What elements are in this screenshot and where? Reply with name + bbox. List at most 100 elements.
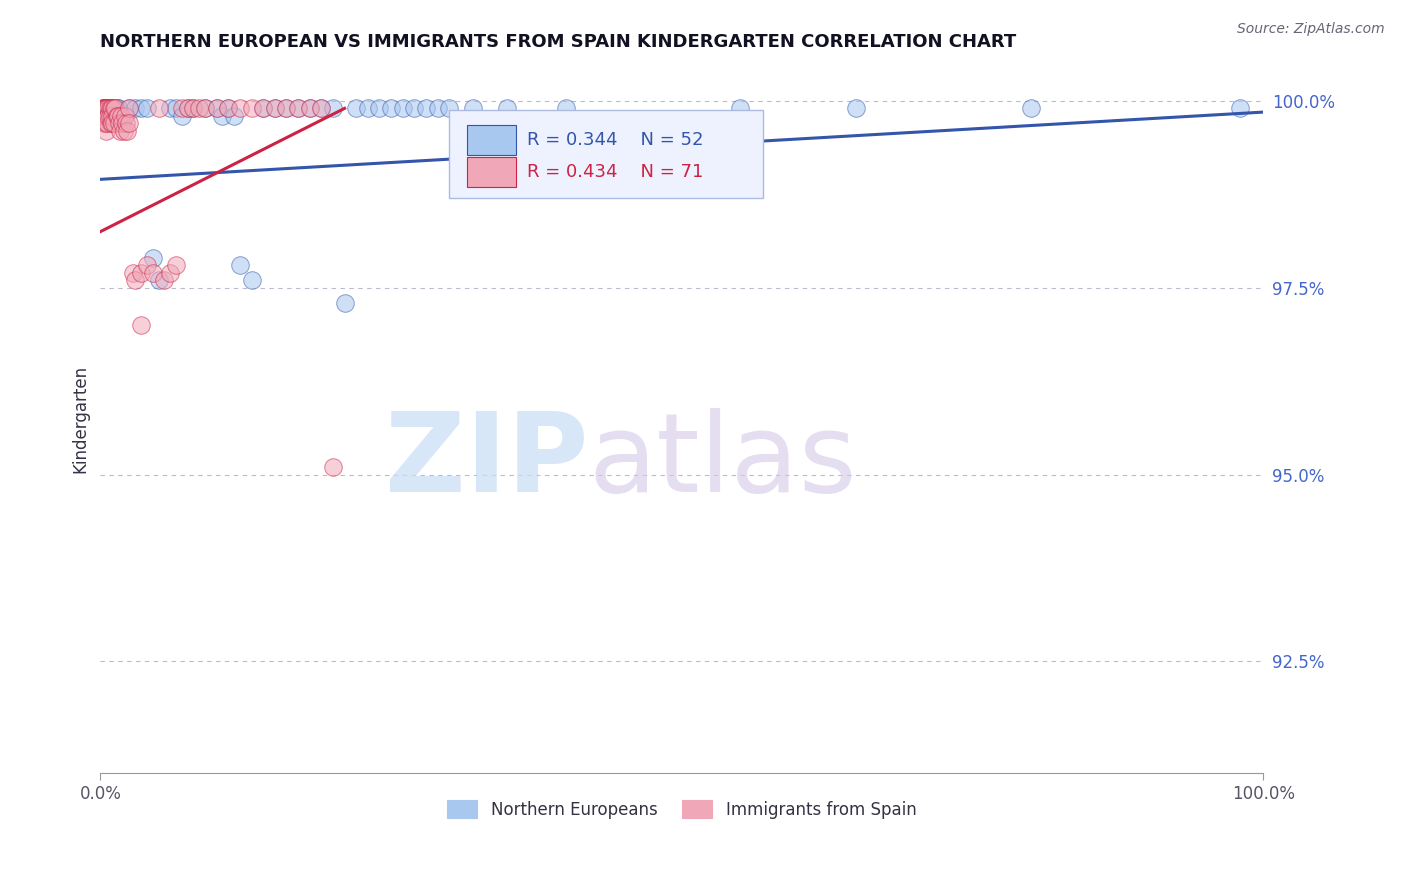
Point xyxy=(276,101,298,115)
Point xyxy=(101,101,124,115)
Point xyxy=(96,101,118,115)
Point xyxy=(118,116,141,130)
Point xyxy=(176,101,198,115)
Text: ZIP: ZIP xyxy=(385,408,589,515)
Point xyxy=(104,101,127,115)
Point xyxy=(322,460,344,475)
Point xyxy=(98,109,121,123)
Point xyxy=(96,101,118,115)
Text: R = 0.344    N = 52: R = 0.344 N = 52 xyxy=(527,131,703,149)
Point xyxy=(105,109,128,123)
Point xyxy=(111,116,134,130)
Point xyxy=(94,101,117,115)
Point xyxy=(96,116,118,130)
Point xyxy=(287,101,309,115)
Point xyxy=(170,109,193,123)
Point xyxy=(103,101,125,115)
Point xyxy=(94,109,117,123)
Point xyxy=(404,101,426,115)
Point xyxy=(115,124,138,138)
Point xyxy=(94,101,117,115)
Point xyxy=(728,101,751,115)
Point xyxy=(439,101,461,115)
Point xyxy=(93,116,115,130)
Point xyxy=(188,101,211,115)
Point xyxy=(263,101,285,115)
Point xyxy=(194,101,217,115)
Point xyxy=(96,109,118,123)
Point xyxy=(415,101,437,115)
Point xyxy=(93,101,115,115)
Point xyxy=(217,101,239,115)
Point xyxy=(240,273,263,287)
Point xyxy=(183,101,205,115)
Point xyxy=(368,101,391,115)
Point xyxy=(240,101,263,115)
Point xyxy=(101,116,124,130)
Point xyxy=(142,266,165,280)
Point xyxy=(176,101,198,115)
Point xyxy=(96,124,118,138)
Point xyxy=(311,101,333,115)
Point xyxy=(107,101,129,115)
Point xyxy=(170,101,193,115)
Point xyxy=(845,101,868,115)
Point xyxy=(122,266,145,280)
Point xyxy=(554,101,576,115)
Point xyxy=(93,101,115,115)
Point xyxy=(112,124,135,138)
Point xyxy=(344,101,367,115)
Point xyxy=(101,109,124,123)
Point xyxy=(107,109,129,123)
Point xyxy=(93,109,115,123)
Point xyxy=(252,101,274,115)
Point xyxy=(129,318,152,332)
Point xyxy=(91,101,114,115)
Point xyxy=(148,101,170,115)
Point xyxy=(96,101,118,115)
Point xyxy=(165,258,187,272)
Point xyxy=(333,295,356,310)
Point xyxy=(101,109,124,123)
Point xyxy=(426,101,449,115)
Point xyxy=(159,266,181,280)
Point xyxy=(129,266,152,280)
Point xyxy=(100,101,122,115)
Point xyxy=(211,109,233,123)
Point xyxy=(97,101,120,115)
Point xyxy=(205,101,228,115)
Point xyxy=(97,109,120,123)
Point xyxy=(496,101,519,115)
Point xyxy=(100,116,122,130)
Point xyxy=(107,101,129,115)
Legend: Northern Europeans, Immigrants from Spain: Northern Europeans, Immigrants from Spai… xyxy=(440,794,924,825)
Text: NORTHERN EUROPEAN VS IMMIGRANTS FROM SPAIN KINDERGARTEN CORRELATION CHART: NORTHERN EUROPEAN VS IMMIGRANTS FROM SPA… xyxy=(100,33,1017,51)
Point xyxy=(217,101,239,115)
Point xyxy=(101,101,124,115)
Point xyxy=(135,258,157,272)
Point xyxy=(205,101,228,115)
Point xyxy=(298,101,321,115)
Text: Source: ZipAtlas.com: Source: ZipAtlas.com xyxy=(1237,22,1385,37)
Point xyxy=(103,116,125,130)
Point xyxy=(135,101,157,115)
Point xyxy=(91,109,114,123)
Point xyxy=(391,101,413,115)
Point xyxy=(194,101,217,115)
Text: R = 0.434    N = 71: R = 0.434 N = 71 xyxy=(527,163,703,181)
Point xyxy=(263,101,285,115)
Point xyxy=(224,109,246,123)
Point xyxy=(322,101,344,115)
Point xyxy=(107,109,129,123)
Point xyxy=(114,109,136,123)
Point xyxy=(98,101,121,115)
Point xyxy=(276,101,298,115)
Point xyxy=(108,116,131,130)
Point xyxy=(108,124,131,138)
Point xyxy=(124,101,146,115)
FancyBboxPatch shape xyxy=(467,157,516,187)
Y-axis label: Kindergarten: Kindergarten xyxy=(72,365,89,473)
Point xyxy=(148,273,170,287)
Point xyxy=(461,101,484,115)
Point xyxy=(112,109,135,123)
